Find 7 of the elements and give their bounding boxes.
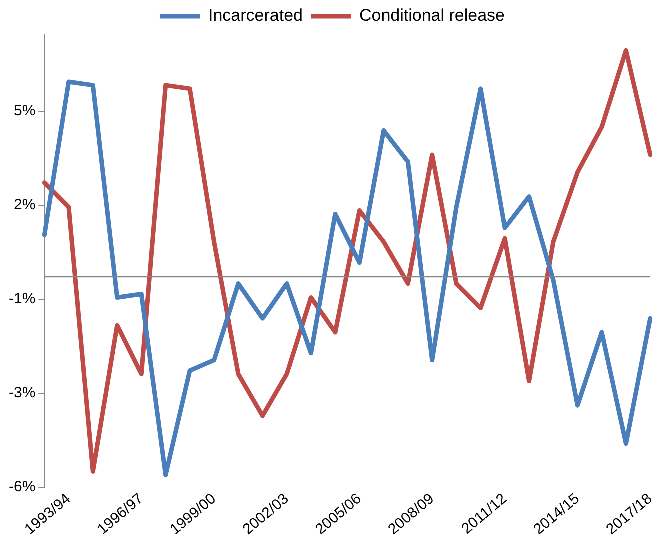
- legend-label: Incarcerated: [208, 6, 303, 26]
- y-tick-label: -6%: [8, 478, 36, 496]
- y-tick-label: 2%: [14, 196, 36, 214]
- y-tick-label: -3%: [8, 384, 36, 402]
- y-tick-label: 5%: [14, 102, 36, 120]
- y-tick-label: -1%: [8, 290, 36, 308]
- legend-label: Conditional release: [359, 6, 506, 26]
